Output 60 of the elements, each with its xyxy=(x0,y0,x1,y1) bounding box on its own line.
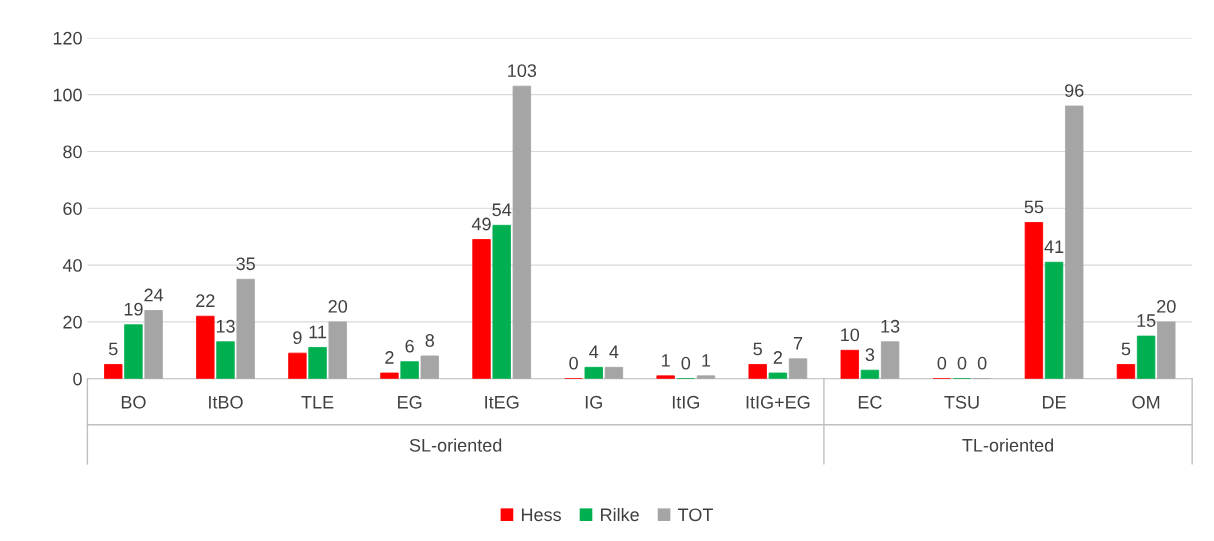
y-tick-label: 60 xyxy=(63,202,82,216)
data-label: 0 xyxy=(681,356,691,370)
data-label: 96 xyxy=(1065,84,1084,97)
legend-label: Rilke xyxy=(601,507,639,522)
data-label: 1 xyxy=(702,354,711,367)
data-label: 5 xyxy=(108,342,118,356)
data-label: 4 xyxy=(609,345,619,359)
y-tick-label: 80 xyxy=(63,145,82,159)
y-tick-label: 120 xyxy=(53,31,82,45)
text: TL-oriented xyxy=(962,438,1054,452)
data-label: 54 xyxy=(492,203,512,217)
data-label: 0 xyxy=(569,356,578,370)
y-tick-label: 20 xyxy=(63,315,82,329)
data-label: 13 xyxy=(216,319,235,333)
x-tick-label: TLE xyxy=(301,396,334,409)
data-label: 2 xyxy=(385,351,394,364)
legend-label: Hess xyxy=(521,508,561,522)
x-tick-label: OM xyxy=(1132,395,1160,409)
data-label: 3 xyxy=(865,348,875,362)
x-tick-label: ItIG xyxy=(672,395,700,409)
data-label: 11 xyxy=(309,325,327,339)
data-label: 103 xyxy=(508,64,537,78)
data-label: 20 xyxy=(328,299,348,313)
x-tick-label: ItIG+EG xyxy=(746,395,810,409)
data-label: 2 xyxy=(773,351,782,364)
x-tick-label: IG xyxy=(585,395,602,409)
text: SL-oriented xyxy=(409,438,502,452)
x-tick-label: BO xyxy=(121,395,146,409)
y-tick-label: 0 xyxy=(73,372,82,386)
data-label: 6 xyxy=(405,339,414,353)
data-label: 4 xyxy=(589,345,599,359)
legend-label: TOT xyxy=(677,508,713,522)
data-label: 22 xyxy=(196,294,215,307)
data-label: 5 xyxy=(753,342,762,356)
data-label: 49 xyxy=(471,217,491,231)
data-label: 9 xyxy=(293,331,302,345)
x-tick-label: ItEG xyxy=(485,395,519,409)
data-label: 7 xyxy=(793,337,803,350)
data-label: 35 xyxy=(236,257,255,271)
data-label: 8 xyxy=(425,334,435,347)
data-label: 1 xyxy=(662,354,670,367)
data-label: 24 xyxy=(144,288,164,302)
data-label: 10 xyxy=(841,328,860,342)
data-label: 20 xyxy=(1157,299,1176,313)
data-label: 5 xyxy=(1121,342,1131,356)
x-tick-label: TSU xyxy=(944,395,979,409)
x-tick-label: DE xyxy=(1042,396,1066,409)
data-label: 13 xyxy=(881,319,900,333)
data-label: 41 xyxy=(1044,240,1064,253)
x-tick-label: EG xyxy=(398,395,422,409)
data-label: 0 xyxy=(937,356,947,370)
y-tick-label: 40 xyxy=(62,259,82,272)
data-label: 15 xyxy=(1137,314,1156,327)
y-tick-label: 100 xyxy=(53,88,82,102)
x-tick-label: EC xyxy=(858,395,882,409)
x-tick-label: ItBO xyxy=(209,395,243,409)
data-label: 55 xyxy=(1024,200,1044,214)
data-label: 19 xyxy=(124,302,143,316)
data-label: 0 xyxy=(957,356,967,370)
data-label: 0 xyxy=(977,356,987,370)
